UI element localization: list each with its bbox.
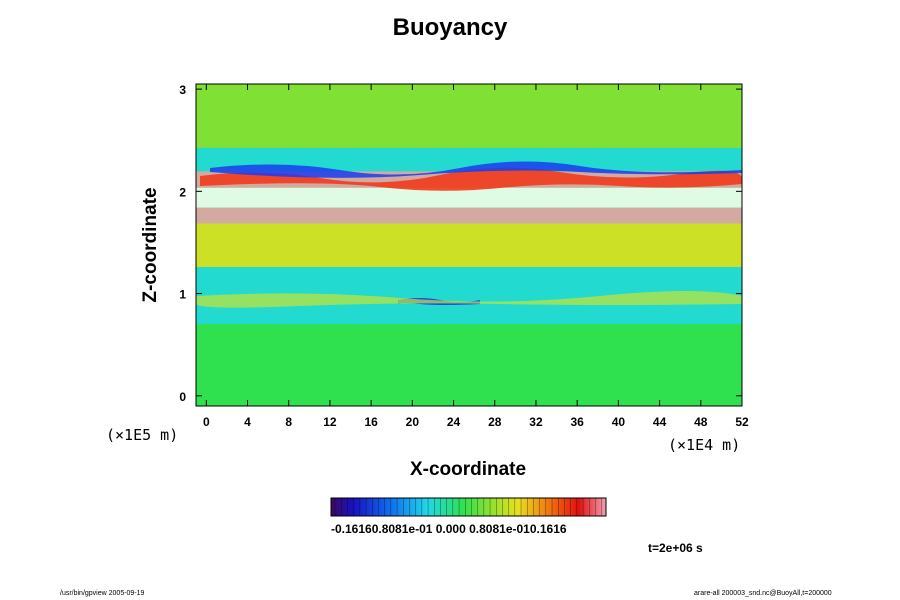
- footer-left: /usr/bin/gpview 2005-09-19: [60, 590, 145, 597]
- yellow-layer: [196, 291, 742, 308]
- x-axis: 0 4 8 12 16 20 24 28 32 36 40 44 48 52: [203, 84, 749, 429]
- z-unit-label: (×1E5 m): [106, 426, 179, 444]
- colorbar-ticks: [331, 498, 606, 516]
- time-label: t=2e+06 s: [648, 541, 703, 555]
- field-band: [196, 367, 742, 406]
- x-tick-label: 20: [406, 415, 420, 429]
- field-bands: [196, 84, 742, 406]
- colorbar-frame: [330, 497, 607, 517]
- colorbar-labels: -0.16160.8081e-01 0.000 0.8081e-010.1616: [331, 522, 567, 536]
- z-axis: 0 1 2 3: [179, 83, 742, 404]
- field-band: [196, 207, 742, 224]
- field-features: [196, 161, 742, 308]
- field-band: [196, 187, 742, 208]
- x-tick-label: 12: [323, 415, 337, 429]
- field-band: [196, 84, 742, 148]
- upper-ripple-band: [200, 167, 742, 191]
- field-band: [196, 324, 742, 368]
- x-tick-label: 40: [612, 415, 626, 429]
- x-tick-label: 4: [244, 415, 251, 429]
- z-tick-label: 2: [179, 185, 186, 199]
- x-tick-label: 8: [285, 415, 292, 429]
- footer-right: arare-all 200003_snd.nc@BuoyAll,t=200000: [694, 590, 832, 597]
- heatmap-field: [196, 84, 742, 406]
- chart-title: Buoyancy: [392, 14, 508, 41]
- z-tick-label: 1: [179, 288, 186, 302]
- x-axis-label: X-coordinate: [409, 459, 527, 480]
- field-band: [196, 147, 742, 172]
- field-band: [196, 223, 742, 267]
- plot-frame: [195, 83, 743, 407]
- x-tick-label: 48: [694, 415, 708, 429]
- x-tick-label: 32: [529, 415, 543, 429]
- z-tick-label: 3: [179, 83, 186, 97]
- x-tick-label: 36: [570, 415, 584, 429]
- x-tick-label: 44: [653, 415, 667, 429]
- x-tick-label: 0: [203, 415, 210, 429]
- x-tick-label: 24: [447, 415, 461, 429]
- z-tick-label: 0: [179, 390, 186, 404]
- x-tick-label: 16: [364, 415, 378, 429]
- x-unit-label: (×1E4 m): [668, 436, 741, 454]
- cold-ripples: [210, 161, 742, 178]
- x-tick-label: 28: [488, 415, 502, 429]
- y-axis-label: Z-coordinate: [140, 187, 161, 303]
- colorbar: [330, 497, 607, 517]
- x-tick-label: 52: [735, 415, 749, 429]
